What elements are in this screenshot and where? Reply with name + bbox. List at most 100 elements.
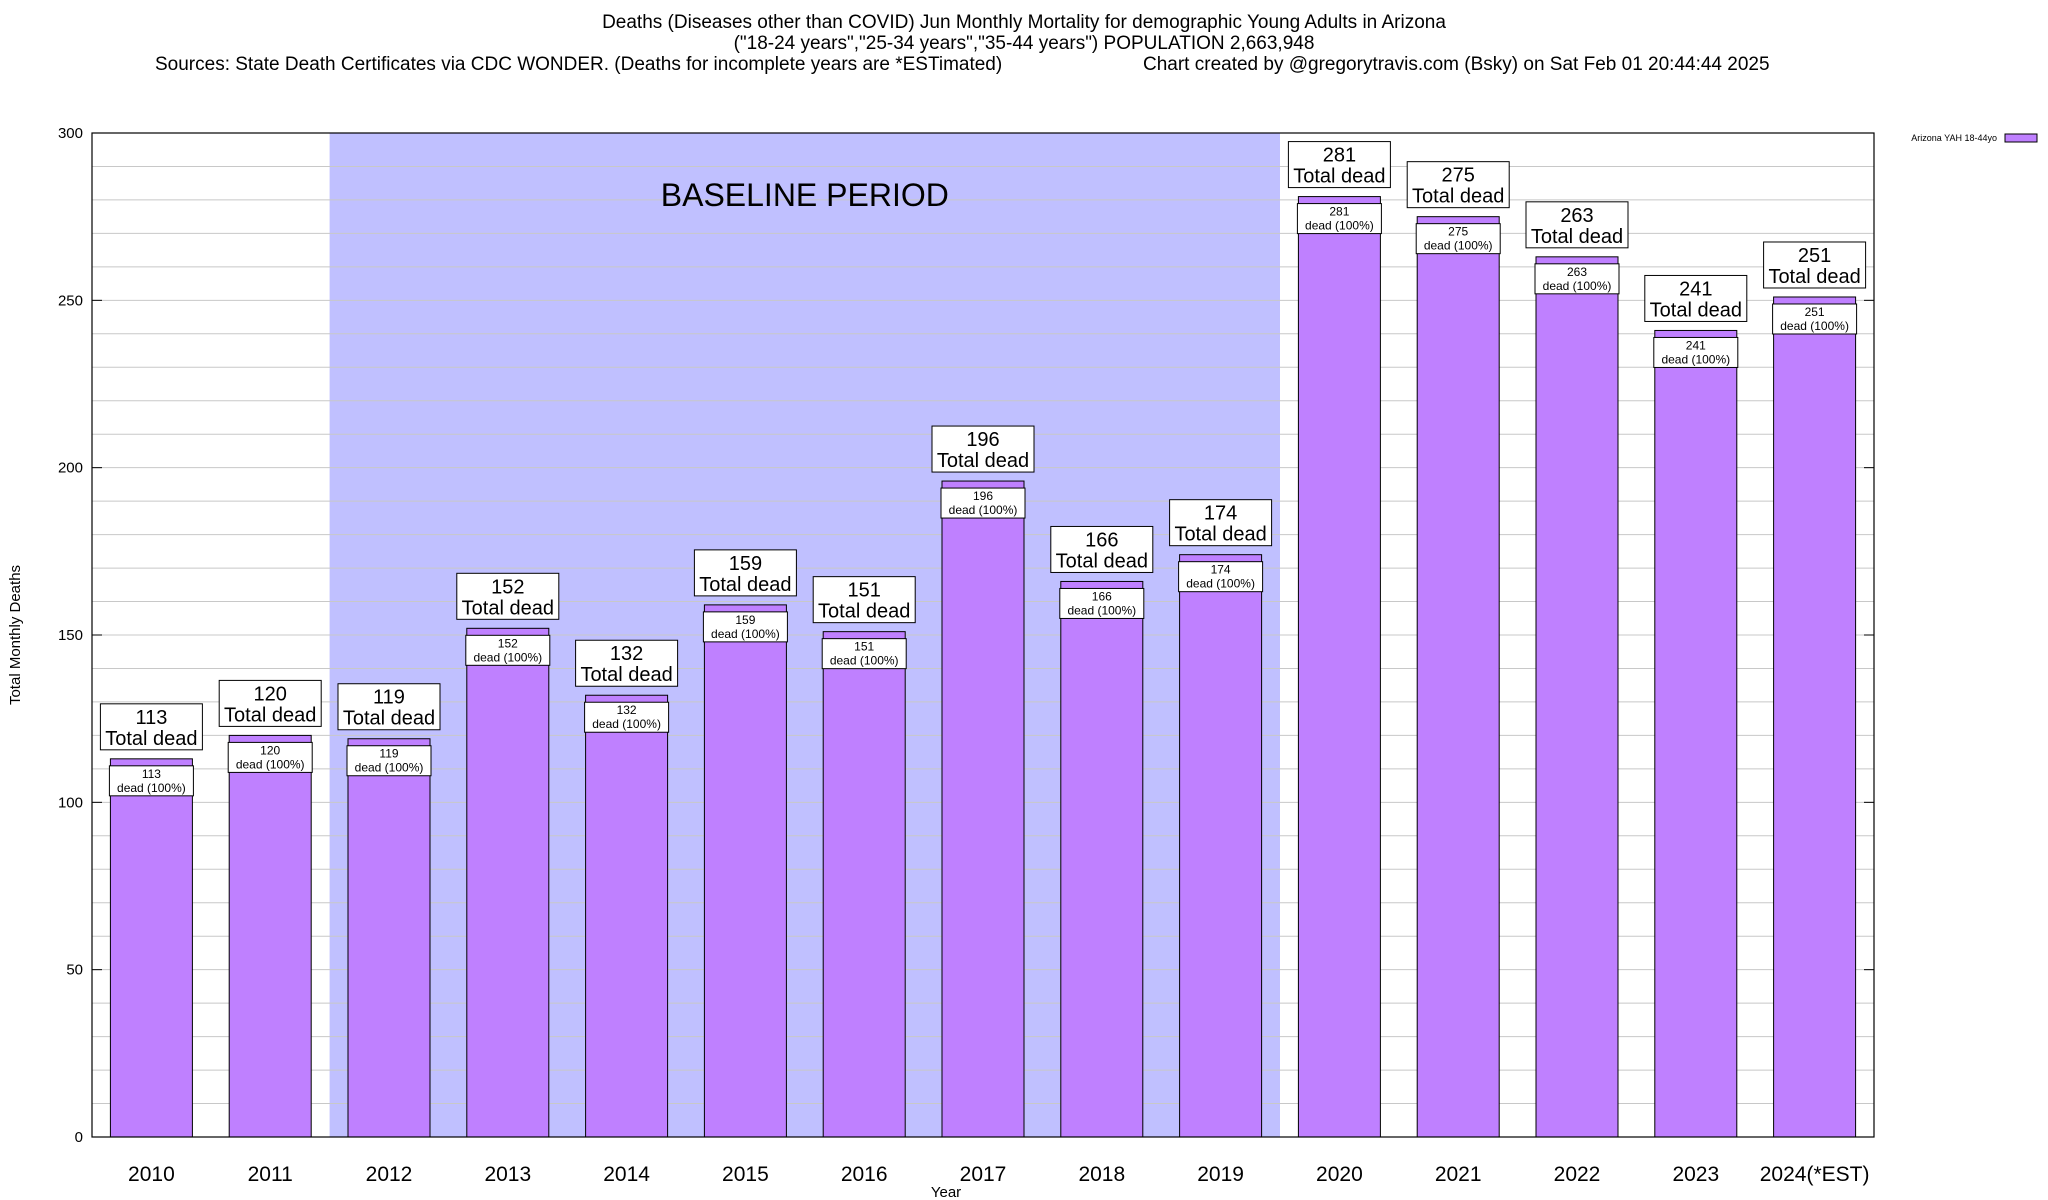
bar-top-value: 263 <box>1560 205 1593 227</box>
bar-inner-label-box <box>227 741 313 773</box>
bar-inner-label-box <box>1178 561 1264 593</box>
bar-top-label-box <box>1763 241 1867 289</box>
bar-top-total-dead: Total dead <box>937 450 1029 472</box>
bar-top-total-dead: Total dead <box>343 708 435 730</box>
bar-inner-value: 119 <box>379 747 398 761</box>
bar-top-label-box <box>575 639 679 687</box>
bar-top-total-dead: Total dead <box>1412 186 1504 208</box>
x-tick-label: 2011 <box>248 1163 293 1186</box>
bar-top-total-dead: Total dead <box>1650 299 1742 321</box>
bar-top-value: 196 <box>966 429 999 451</box>
bar-inner-percent: dead (100%) <box>1067 603 1136 617</box>
legend-label: Arizona YAH 18-44yo <box>1911 133 1997 143</box>
bar-top-value: 119 <box>373 687 405 709</box>
bar-inner-label-box <box>465 634 551 666</box>
bar-top-total-dead: Total dead <box>224 704 316 726</box>
bar <box>941 480 1025 1138</box>
x-tick-label: 2018 <box>1078 1163 1125 1186</box>
bar-inner-value: 281 <box>1329 205 1349 219</box>
y-tick-label: 0 <box>75 1129 83 1146</box>
bar-top-value: 166 <box>1085 529 1118 551</box>
bar-top-total-dead: Total dead <box>1293 166 1385 188</box>
bar-inner-label-box <box>1653 336 1739 368</box>
bar-top-label-box <box>99 703 203 751</box>
x-tick-label: 2014 <box>603 1163 650 1186</box>
bar-top-label-box <box>1287 141 1391 189</box>
bar-inner-percent: dead (100%) <box>1661 352 1730 366</box>
bar <box>1060 580 1144 1138</box>
legend-swatch <box>2004 133 2038 143</box>
bar-inner-value: 151 <box>854 640 874 654</box>
y-tick-label: 300 <box>58 125 83 142</box>
bar-top-value: 113 <box>135 707 167 729</box>
bar-inner-label-box <box>1772 303 1858 335</box>
bar-inner-label-box <box>821 638 907 670</box>
bar-top-value: 281 <box>1323 145 1356 167</box>
bar-top-value: 120 <box>254 683 287 705</box>
bar-top-label-box <box>812 576 916 624</box>
bar-inner-value: 120 <box>260 743 280 757</box>
bar-inner-label-box <box>1296 203 1382 235</box>
bar-top-label-box <box>218 679 322 727</box>
bar-inner-value: 251 <box>1805 305 1825 319</box>
bar-inner-value: 152 <box>498 636 518 650</box>
bar-top-total-dead: Total dead <box>105 728 197 750</box>
bar-top-value: 251 <box>1798 245 1831 267</box>
x-tick-label: 2015 <box>722 1163 769 1186</box>
bar <box>1535 256 1619 1138</box>
x-tick-label: 2012 <box>366 1163 413 1186</box>
y-tick-label: 150 <box>58 627 83 644</box>
y-axis-label: Total Monthly Deaths <box>7 565 24 705</box>
x-tick-label: 2019 <box>1197 1163 1244 1186</box>
bar-inner-percent: dead (100%) <box>592 717 661 731</box>
y-tick-label: 250 <box>58 292 83 309</box>
bar-top-value: 152 <box>491 576 524 598</box>
bar <box>822 631 906 1138</box>
x-tick-label: 2023 <box>1672 1163 1719 1186</box>
bar-top-value: 174 <box>1204 503 1237 525</box>
x-axis-label: Year <box>931 1184 961 1200</box>
bar-inner-percent: dead (100%) <box>711 627 780 641</box>
bar <box>1416 216 1500 1138</box>
bar-inner-percent: dead (100%) <box>1305 219 1374 233</box>
bar-inner-label-box <box>1059 587 1145 619</box>
bar-top-total-dead: Total dead <box>1531 226 1623 248</box>
x-tick-label: 2021 <box>1435 1163 1482 1186</box>
x-tick-label: 2020 <box>1316 1163 1363 1186</box>
bar-inner-value: 174 <box>1211 563 1231 577</box>
y-tick-label: 100 <box>58 794 83 811</box>
bar-top-label-box <box>1169 499 1273 547</box>
bar-inner-percent: dead (100%) <box>949 503 1018 517</box>
plot-border <box>91 132 1875 1138</box>
bar-top-total-dead: Total dead <box>699 574 791 596</box>
x-tick-label: 2024(*EST) <box>1760 1163 1870 1186</box>
bar <box>466 627 550 1138</box>
chart-subtitle: ("18-24 years","25-34 years","35-44 year… <box>733 33 1315 54</box>
bar-inner-percent: dead (100%) <box>1543 279 1612 293</box>
bar-inner-value: 241 <box>1686 338 1706 352</box>
y-tick-label: 200 <box>58 460 83 477</box>
bar-top-value: 241 <box>1679 278 1712 300</box>
bar <box>1654 329 1738 1138</box>
bar-inner-label-box <box>584 701 670 733</box>
bar-inner-value: 196 <box>973 489 993 503</box>
bar-top-label-box <box>456 572 560 620</box>
bar <box>109 758 193 1138</box>
bar-inner-value: 132 <box>617 703 637 717</box>
bar-inner-label-box <box>940 487 1026 519</box>
bar-inner-percent: dead (100%) <box>473 650 542 664</box>
bar <box>585 694 669 1138</box>
x-tick-label: 2017 <box>960 1163 1007 1186</box>
bar-top-total-dead: Total dead <box>580 664 672 686</box>
bar-inner-value: 159 <box>735 613 755 627</box>
x-tick-label: 2022 <box>1554 1163 1601 1186</box>
bar-top-total-dead: Total dead <box>1056 550 1148 572</box>
bar-top-label-box <box>693 549 797 597</box>
bar-inner-percent: dead (100%) <box>236 757 305 771</box>
bar-inner-label-box <box>346 745 432 777</box>
bar-inner-value: 263 <box>1567 265 1587 279</box>
bar-inner-percent: dead (100%) <box>1780 319 1849 333</box>
baseline-period-label: BASELINE PERIOD <box>661 177 949 213</box>
bar-top-value: 132 <box>610 643 643 665</box>
